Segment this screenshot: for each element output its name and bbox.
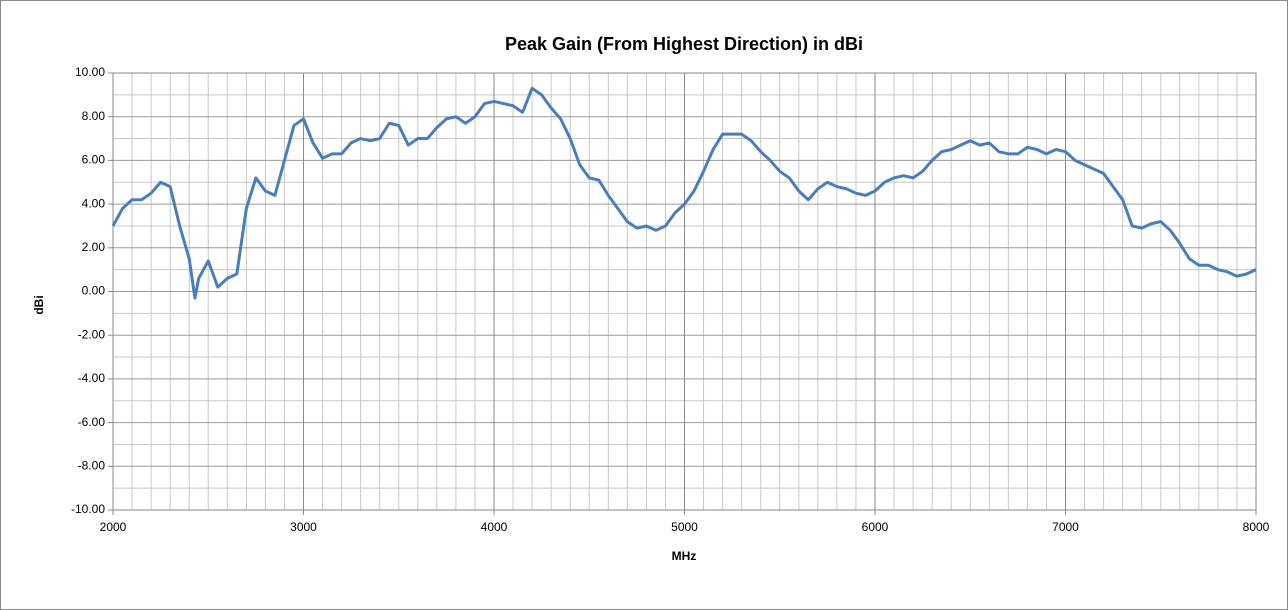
chart-title: Peak Gain (From Highest Direction) in dB… <box>505 34 863 54</box>
x-tick-label: 7000 <box>1052 520 1079 534</box>
x-tick-label: 3000 <box>290 520 317 534</box>
y-tick-label: -2.00 <box>78 327 106 341</box>
y-tick-label: -8.00 <box>78 458 106 472</box>
y-tick-label: 6.00 <box>82 153 106 167</box>
y-tick-label: -10.00 <box>71 502 105 516</box>
y-tick-label: 10.00 <box>75 65 105 79</box>
y-tick-label: -4.00 <box>78 371 106 385</box>
plot-border <box>112 72 1257 511</box>
y-tick-label: 0.00 <box>82 284 106 298</box>
x-tick-label: 6000 <box>862 520 889 534</box>
x-tick-label: 4000 <box>481 520 508 534</box>
x-axis-label: MHz <box>672 549 697 563</box>
data-line <box>111 86 1257 300</box>
y-axis-label: dBi <box>32 295 46 314</box>
x-tick-label: 2000 <box>100 520 127 534</box>
x-tick-label: 5000 <box>671 520 698 534</box>
y-tick-label: 2.00 <box>82 240 106 254</box>
y-tick-label: -6.00 <box>78 415 106 429</box>
y-tick-label: 4.00 <box>82 196 106 210</box>
x-tick-label: 8000 <box>1243 520 1270 534</box>
y-tick-label: 8.00 <box>82 109 106 123</box>
